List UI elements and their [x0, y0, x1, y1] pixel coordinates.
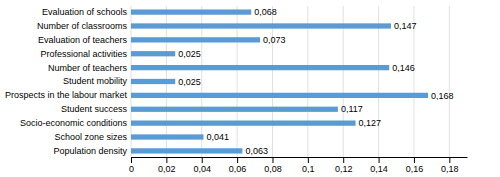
y-tick-label: Prospects in the labour market: [5, 90, 128, 100]
grid-line: [237, 6, 238, 157]
y-tick-label: Population density: [53, 146, 127, 156]
y-tick-label: Professional activities: [40, 49, 127, 59]
x-tick-label: 0,02: [158, 164, 176, 174]
x-tick-mark: [166, 157, 167, 163]
grid-line: [307, 6, 308, 157]
grid-line: [449, 6, 450, 157]
bar: [131, 134, 204, 139]
y-tick-label: Student mobility: [63, 76, 128, 86]
bar: [131, 37, 260, 42]
y-tick: Socio-economic conditions: [20, 118, 128, 128]
x-tick-mark: [131, 157, 132, 163]
data-label: 0,127: [359, 118, 382, 128]
y-tick-label: Evaluation of teachers: [38, 35, 128, 45]
x-tick-mark: [379, 157, 380, 163]
plot-area: 0 0,02 0,04 0,06 0,08 0,1 0,12 0,14 0,16 0,18 Popu…: [5, 6, 468, 174]
grid-line: [272, 6, 273, 157]
grid-line: [378, 6, 379, 157]
y-tick-label: Number of teachers: [48, 63, 128, 73]
y-tick: Evaluation of schools: [42, 7, 128, 17]
x-tick: 0,12: [335, 157, 353, 174]
x-axis: 0 0,02 0,04 0,06 0,08 0,1 0,12 0,14 0,16 0,18: [129, 157, 468, 174]
x-tick: 0,14: [370, 157, 388, 174]
data-label: 0,168: [431, 91, 454, 101]
x-tick-mark: [202, 157, 203, 163]
y-tick: Professional activities: [40, 49, 127, 59]
bar: [131, 93, 428, 98]
x-tick-label: 0,12: [335, 164, 353, 174]
x-tick: 0,18: [441, 157, 459, 174]
x-tick-label: 0,16: [406, 164, 424, 174]
y-tick: Number of classrooms: [37, 21, 128, 31]
y-tick: Student success: [61, 104, 128, 114]
x-tick-label: 0,08: [264, 164, 282, 174]
chart-container: 0 0,02 0,04 0,06 0,08 0,1 0,12 0,14 0,16 0,18 Popu…: [0, 0, 500, 177]
data-label: 0,041: [207, 132, 230, 142]
x-tick: 0,08: [264, 157, 282, 174]
data-label: 0,068: [254, 7, 277, 17]
y-axis: Population density School zone sizes Socio…: [5, 7, 128, 156]
y-tick-label: School zone sizes: [54, 132, 127, 142]
x-tick-label: 0,06: [229, 164, 247, 174]
data-label: 0,063: [245, 146, 268, 156]
x-tick-mark: [343, 157, 344, 163]
x-tick-label: 0: [129, 164, 134, 174]
x-tick: 0,16: [406, 157, 424, 174]
x-tick: 0,04: [193, 157, 211, 174]
data-label: 0,025: [178, 49, 201, 59]
data-label: 0,025: [178, 77, 201, 87]
x-tick-mark: [237, 157, 238, 163]
bar: [131, 23, 391, 28]
x-tick-mark: [272, 157, 273, 163]
bar: [131, 107, 338, 112]
data-label: 0,146: [392, 63, 415, 73]
chart: 0 0,02 0,04 0,06 0,08 0,1 0,12 0,14 0,16 0,18 Popu…: [0, 0, 500, 177]
bar: [131, 148, 242, 153]
x-tick-mark: [449, 157, 450, 163]
bar: [131, 51, 175, 56]
x-tick-label: 0,1: [302, 164, 315, 174]
y-tick: School zone sizes: [54, 132, 127, 142]
x-tick-label: 0,14: [370, 164, 388, 174]
y-tick-label: Socio-economic conditions: [20, 118, 128, 128]
grid: [131, 6, 449, 157]
y-tick-label: Evaluation of schools: [42, 7, 128, 17]
data-label: 0,117: [341, 104, 363, 114]
grid-line: [201, 6, 202, 157]
x-tick: 0,02: [158, 157, 176, 174]
x-tick-label: 0,18: [441, 164, 459, 174]
data-labels: 0,063 0,041 0,127 0,117 0,168 0,025 0,146 0,025…: [178, 7, 453, 156]
bar: [131, 65, 389, 70]
y-tick: Evaluation of teachers: [38, 35, 128, 45]
y-tick: Student mobility: [63, 76, 128, 86]
x-tick-mark: [414, 157, 415, 163]
bars: [131, 9, 428, 153]
x-tick-mark: [308, 157, 309, 163]
x-tick-label: 0,04: [193, 164, 211, 174]
y-tick-label: Student success: [61, 104, 128, 114]
x-tick: 0,1: [302, 157, 315, 174]
x-axis-line: [132, 157, 468, 158]
data-label: 0,073: [263, 35, 286, 45]
y-tick: Number of teachers: [48, 63, 128, 73]
y-tick: Population density: [53, 146, 127, 156]
y-tick-label: Number of classrooms: [37, 21, 128, 31]
bar: [131, 79, 175, 84]
bar: [131, 120, 356, 125]
data-label: 0,147: [394, 21, 417, 31]
x-tick: 0,06: [229, 157, 247, 174]
x-tick: 0: [129, 157, 134, 174]
y-tick: Prospects in the labour market: [5, 90, 128, 100]
grid-line: [343, 6, 344, 157]
bar: [131, 9, 251, 14]
